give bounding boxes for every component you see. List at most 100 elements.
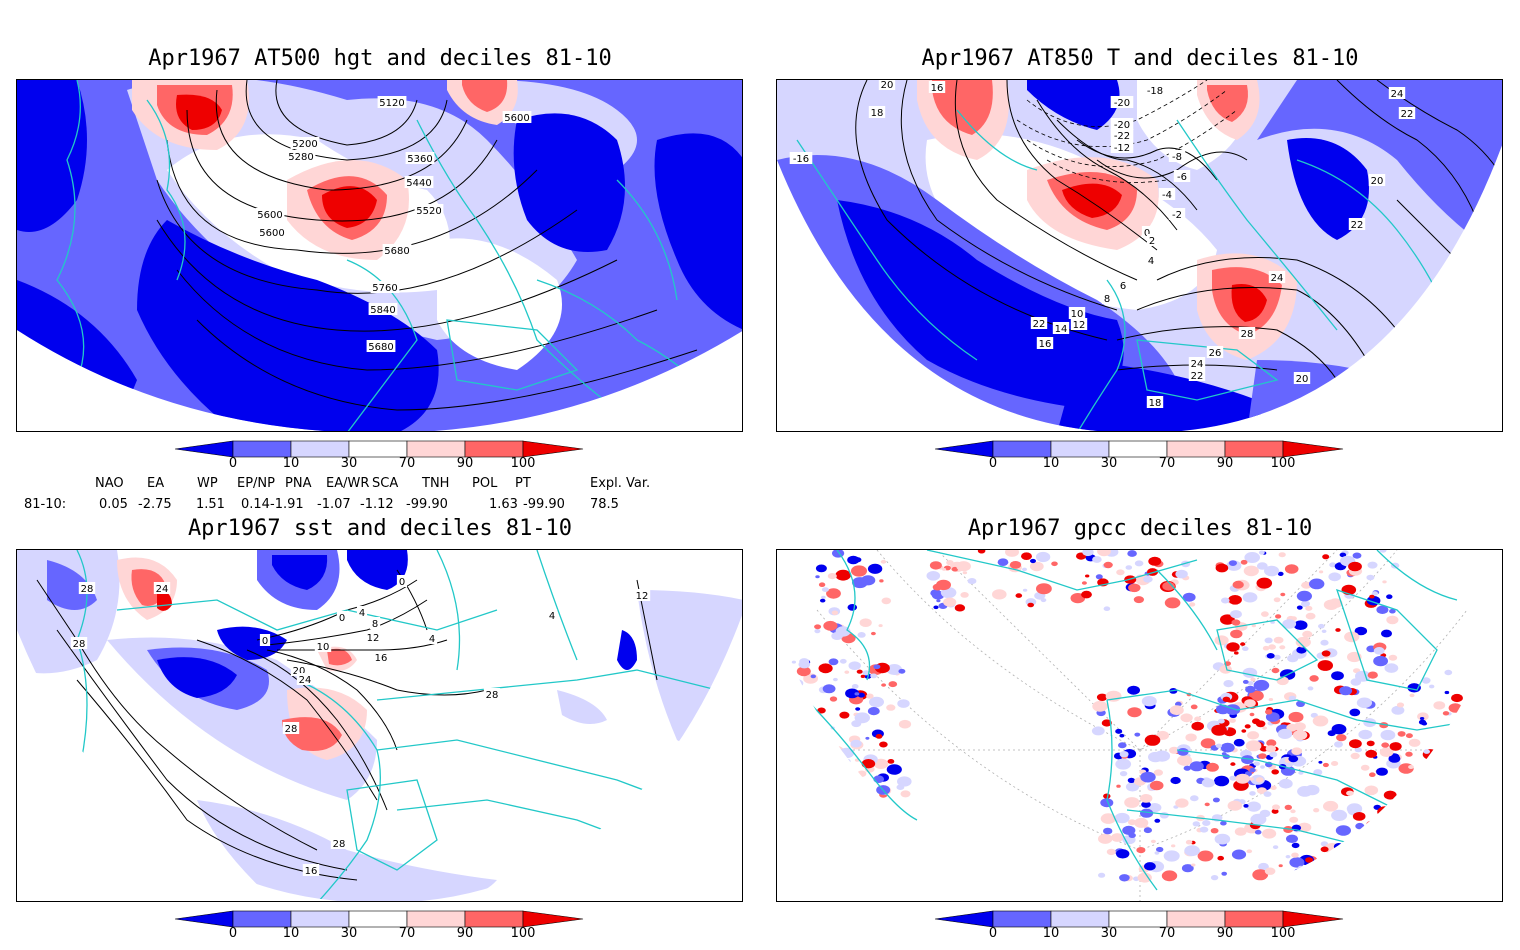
precip-anomaly-blob [881,683,886,687]
contour-label-bg [290,137,320,149]
index-value: -1.07 [317,497,351,512]
precip-anomaly-blob [1254,829,1262,835]
contour-label: 5760 [372,283,397,294]
precip-anomaly-blob [1329,562,1337,568]
contour-label: 6 [1120,281,1126,292]
contour-label-bg [1398,107,1416,119]
contour-label: 5520 [416,206,441,217]
contour-label-bg [255,208,285,220]
precip-anomaly-blob [886,704,896,711]
precip-anomaly-blob [1243,804,1249,808]
contour-label: 5280 [288,152,313,163]
precip-anomaly-blob [1115,758,1132,770]
precip-anomaly-blob [867,563,883,574]
contour-label: 10 [317,642,330,653]
precip-anomaly-blob [1197,850,1214,862]
precip-anomaly-blob [843,766,850,771]
precip-anomaly-blob [1318,760,1323,764]
precip-anomaly-blob [1373,647,1385,655]
precip-anomaly-blob [1356,697,1372,709]
contour-label-bg [1388,87,1406,99]
precip-anomaly-blob [1106,848,1116,856]
contour-label: 28 [285,724,298,735]
precip-anomaly-blob [1221,597,1230,604]
precip-anomaly-blob [1185,733,1197,742]
contour-label: 28 [333,839,346,850]
contour-label-bg [296,673,314,685]
precip-anomaly-blob [1349,739,1362,749]
precip-anomaly-blob [1215,743,1222,748]
contour-label: 4 [429,634,435,645]
contour-label: 22 [1401,109,1414,120]
precip-anomaly-blob [1247,681,1254,686]
precip-anomaly-blob [793,681,798,685]
precip-anomaly-blob [1175,569,1188,579]
contour-label: 20 [1371,176,1384,187]
contour-label: 24 [156,584,169,595]
precip-anomaly-blob [1266,739,1277,747]
precip-anomaly-blob [1220,742,1235,753]
precip-anomaly-blob [1051,561,1058,567]
precip-anomaly-blob [1354,626,1368,636]
precip-anomaly-blob [1305,605,1313,611]
precip-anomaly-blob [1171,844,1176,848]
precip-anomaly-blob [1127,685,1140,695]
contour-label: -6 [1177,172,1187,183]
precip-anomaly-blob [1272,804,1280,810]
precip-anomaly-blob [1409,693,1415,698]
contour-label: -18 [1147,86,1163,97]
precip-anomaly-blob [1277,571,1284,576]
precip-anomaly-blob [810,674,816,679]
precip-anomaly-blob [1309,578,1325,590]
contour-label-bg [70,637,88,649]
precip-anomaly-blob [1384,663,1399,673]
precip-anomaly-blob [1027,602,1034,608]
precip-anomaly-blob [1287,654,1299,663]
precip-anomaly-blob [1366,820,1377,829]
precip-anomaly-blob [859,618,872,627]
contour-label-bg [1293,372,1311,384]
precip-anomaly-blob [791,679,804,688]
contour-label: 20 [881,80,894,91]
precip-anomaly-blob [1388,827,1395,832]
precip-anomaly-blob [1437,738,1453,750]
precip-anomaly-blob [1169,746,1180,754]
colorbar-tick-label: 100 [510,456,536,471]
precip-anomaly-blob [839,658,847,664]
precip-anomaly-blob [1118,742,1127,749]
precip-anomaly-blob [1358,729,1373,740]
precip-anomaly-blob [1366,574,1375,581]
precip-anomaly-blob [814,629,821,634]
contour-label-bg [414,204,444,216]
contour-label: 28 [1241,329,1254,340]
precip-anomaly-blob [1125,565,1133,570]
precip-anomaly-blob [897,776,912,787]
colorbar-tick-label: 100 [510,926,536,941]
precip-anomaly-blob [1175,701,1182,707]
precip-anomaly-blob [851,684,859,689]
precip-anomaly-blob [1295,636,1311,648]
precip-anomaly-blob [1170,776,1181,785]
precip-anomaly-blob [1273,636,1284,644]
precip-anomaly-blob [1111,833,1124,842]
precip-anomaly-blob [848,661,861,670]
precip-anomaly-blob [1284,564,1299,574]
colorbar-tick-label: 0 [988,456,998,471]
precip-anomaly-blob [1137,872,1152,883]
precip-anomaly-blob [1100,798,1114,808]
map-at850: 20 16 18 -16 -20 -18 24 22 -20 -22 -12 -8 -6 -4 -2 0 2 4 6… [776,79,1503,432]
precip-anomaly-blob [1091,726,1105,736]
precip-anomaly-blob [1305,857,1314,863]
precip-anomaly-blob [1149,780,1164,791]
precip-anomaly-blob [1183,765,1191,771]
precip-anomaly-blob [789,685,796,690]
contour-label: 24 [1271,273,1284,284]
contour-label: 28 [73,639,86,650]
precip-anomaly-blob [839,747,855,759]
precip-anomaly-blob [1156,846,1164,853]
precip-anomaly-blob [1268,698,1274,701]
colorbar-segment [1224,910,1284,928]
index-header: WP [197,476,218,491]
